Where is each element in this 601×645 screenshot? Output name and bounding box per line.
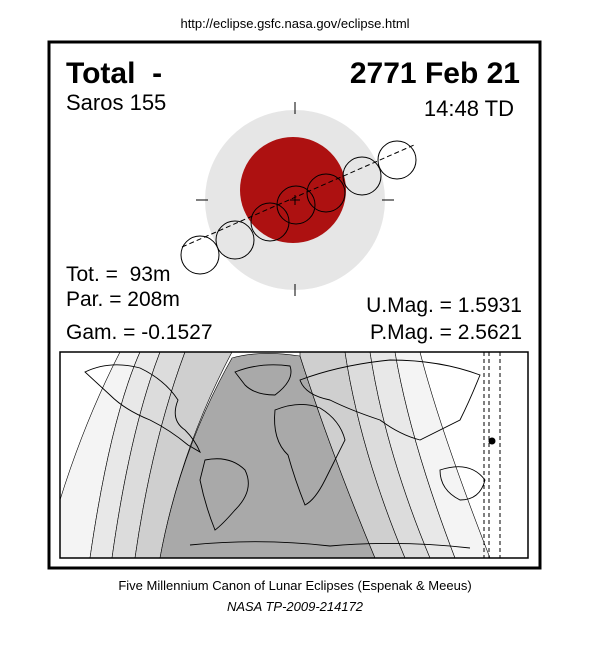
gamma: Gam. = -0.1527 (66, 321, 213, 344)
moon-positions (180, 140, 417, 275)
crosshair-ticks (196, 102, 394, 296)
url: http://eclipse.gsfc.nasa.gov/eclipse.htm… (180, 16, 409, 31)
visibility-map (59, 351, 529, 559)
time: 14:48 TD (424, 96, 514, 121)
umbra (240, 137, 346, 243)
eclipse-type: Total - (66, 57, 162, 90)
eclipse-date: 2771 Feb 21 (350, 57, 520, 90)
penumbral-magnitude: P.Mag. = 2.5621 (370, 321, 522, 344)
tot-duration: Tot. = 93m (66, 263, 170, 286)
par-duration: Par. = 208m (66, 288, 180, 311)
canon-title: Five Millennium Canon of Lunar Eclipses … (118, 578, 471, 593)
saros: Saros 155 (66, 90, 166, 115)
umbral-magnitude: U.Mag. = 1.5931 (366, 294, 522, 317)
reference: NASA TP-2009-214172 (227, 599, 364, 614)
